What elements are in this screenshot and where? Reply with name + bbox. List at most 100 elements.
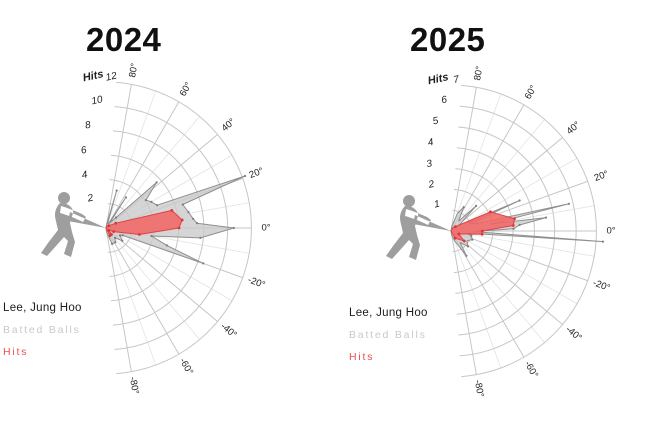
batted-vertex-marker — [567, 202, 571, 205]
hits-vertex-marker — [453, 236, 457, 240]
batted-vertex-marker — [196, 222, 199, 225]
angle-label: -80° — [472, 379, 486, 398]
chart-title-2025: 2025 — [410, 21, 486, 58]
batted-vertex-marker — [155, 181, 158, 184]
angle-label: 40° — [220, 116, 238, 134]
batted-vertex-marker — [465, 254, 468, 257]
angle-label: -60° — [522, 359, 540, 380]
ring-label: 4 — [427, 137, 435, 149]
hits-vertex-marker — [489, 210, 492, 214]
angle-label: -20° — [591, 278, 611, 294]
grid-spoke — [450, 93, 502, 232]
batted-vertex-marker — [165, 244, 168, 247]
hits-vertex-marker — [513, 217, 516, 221]
hits-vertex-marker — [107, 228, 111, 232]
angle-label: -40° — [563, 324, 584, 344]
angle-label: 60° — [178, 80, 195, 98]
grid-ring — [453, 188, 494, 274]
grid-spoke — [450, 230, 595, 257]
batted-vertex-marker — [199, 236, 202, 239]
ring-label: 12 — [105, 70, 119, 83]
batted-vertex-marker — [187, 210, 190, 214]
batted-vertex-marker — [114, 241, 117, 244]
angle-label: 80° — [127, 62, 140, 78]
batted-vertex-marker — [232, 226, 235, 230]
batted-vertex-marker — [462, 206, 465, 209]
angle-label: 0° — [261, 223, 270, 234]
legend-2025: Lee, Jung Hoo Batted Balls Hits — [349, 307, 428, 374]
batted-vertex-marker — [156, 204, 159, 207]
batted-vertex-marker — [475, 204, 478, 207]
hits-vertex-marker — [170, 209, 174, 212]
grid-spoke — [450, 87, 477, 232]
hits-vertex-marker — [462, 239, 466, 243]
legend-batted-balls: Batted Balls — [349, 329, 427, 341]
radial-axis-title: Hits — [427, 71, 450, 87]
batted-vertex-marker — [124, 196, 127, 199]
batted-vertex-marker — [115, 216, 118, 219]
chart-title-2024: 2024 — [86, 21, 162, 58]
batter-icon — [41, 191, 106, 257]
angle-label: -80° — [127, 376, 141, 395]
ring-label: 6 — [440, 94, 448, 106]
legend-player-name: Lee, Jung Hoo — [3, 302, 82, 314]
grid-ring — [461, 84, 597, 378]
batted-vertex-marker — [111, 242, 114, 245]
hits-vertex-marker — [480, 232, 484, 236]
batted-vertex-marker — [544, 216, 548, 219]
hits-vertex-marker — [457, 232, 461, 236]
batted-vertex-marker — [144, 199, 147, 202]
legend-batted-balls: Batted Balls — [3, 324, 81, 336]
angle-label: 80° — [472, 65, 485, 81]
hits-vertex-marker — [177, 226, 181, 230]
batted-vertex-marker — [202, 262, 205, 265]
ring-label: 7 — [452, 74, 460, 86]
ring-label: 2 — [86, 193, 95, 205]
batted-vertex-marker — [243, 174, 247, 178]
ring-label: 3 — [425, 158, 433, 170]
hits-vertex-marker — [454, 225, 457, 229]
grid-spoke — [450, 230, 564, 326]
radial-axis-title: Hits — [82, 68, 105, 84]
angle-label: -20° — [246, 275, 266, 291]
grid-spoke — [450, 230, 502, 369]
grid-spoke — [450, 230, 589, 282]
batted-vertex-marker — [121, 239, 124, 242]
hits-vertex-marker — [107, 224, 111, 228]
polar-chart-2024: 80° 60° 40° 20° 0° -20° -40° -60° -80° 2 4 6 8 1012Hi… — [41, 62, 271, 395]
grid-spoke — [450, 157, 578, 232]
ring-label: 5 — [432, 115, 440, 127]
hits-vertex-marker — [138, 233, 141, 236]
grid-spoke — [450, 230, 546, 344]
batted-vertex-marker — [518, 199, 521, 202]
angle-label: -40° — [218, 321, 239, 341]
hits-vertex-marker — [108, 234, 112, 238]
grid-ring — [456, 147, 535, 315]
batted-vertex-marker — [113, 236, 117, 239]
hits-vertex-marker — [112, 230, 116, 234]
ring-label: 8 — [84, 120, 92, 132]
legend-hits: Hits — [349, 351, 375, 363]
ring-label: 4 — [81, 169, 89, 181]
grid-spoke — [450, 118, 546, 232]
ring-label: 10 — [91, 94, 105, 107]
batted-vertex-marker — [466, 245, 470, 248]
hits-vertex-marker — [180, 218, 184, 222]
angle-label: 20° — [593, 169, 610, 184]
ring-label: 6 — [80, 145, 88, 157]
ring-label: 1 — [433, 199, 441, 211]
ring-label: 2 — [427, 179, 436, 191]
batted-vertex-marker — [518, 223, 521, 227]
hits-vertex-marker — [480, 229, 484, 233]
batted-vertex-marker — [118, 234, 122, 237]
hits-vertex-marker — [511, 224, 515, 227]
grid-spoke — [450, 230, 578, 305]
grid-ring — [455, 168, 514, 294]
grid-spoke — [450, 230, 477, 375]
batted-vertex-marker — [150, 234, 153, 238]
batted-vertex-marker — [150, 200, 153, 203]
batted-vertex-marker — [512, 227, 515, 230]
legend-2024: Lee, Jung Hoo Batted Balls Hits — [3, 302, 82, 369]
